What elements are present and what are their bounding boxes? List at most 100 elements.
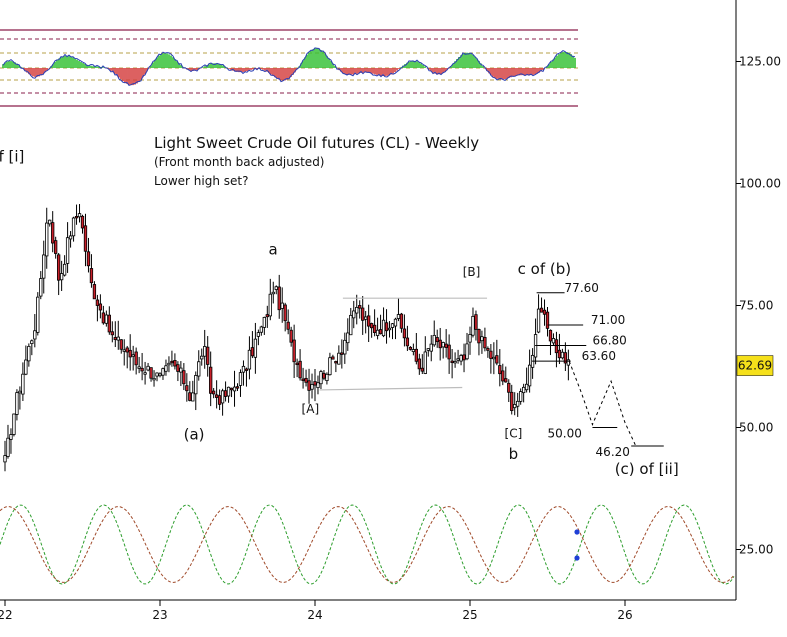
candle [247,336,252,380]
candle [522,383,526,403]
wave-label: b [509,445,519,463]
candle-body [536,308,541,333]
x-tick-label: 26 [617,608,632,622]
candle-body [6,437,10,457]
candle [548,329,553,356]
candle-body [444,343,448,348]
candle-body [48,219,52,225]
candle-body [548,329,553,342]
candle-body [375,329,380,336]
panel-layer [0,29,578,107]
candle-body [516,400,520,407]
cycle-marker [574,555,580,561]
candle-body [554,339,559,354]
candle-body [256,332,261,337]
candle-body [68,235,73,240]
candle-body [42,254,46,279]
candle-body [390,323,395,328]
candle [319,369,323,390]
wave-label: [B] [463,265,481,279]
candle-body [450,360,454,363]
candle-body [304,377,308,383]
candle [533,318,538,365]
candle-body [104,314,108,324]
candle-body [498,365,502,375]
candle [352,300,356,329]
candle-body [3,455,7,463]
candle [48,219,52,227]
candle-body [325,373,329,382]
candle-body [468,334,472,343]
candle [134,347,138,375]
candle [158,372,162,378]
candle-body [59,273,64,281]
candle-body [277,286,281,311]
cycle-wave [0,506,735,583]
candle [289,326,293,347]
candle [238,369,243,397]
candle [223,381,228,402]
candle-body [322,372,326,379]
candle [71,216,76,242]
candle-body [358,305,362,309]
candle [179,361,183,387]
candle [140,352,144,381]
candle [283,302,287,332]
candle-body [125,347,129,353]
candle [444,329,448,358]
candle-body [15,392,19,415]
candle-body [283,304,287,322]
candle [262,316,266,335]
candle [188,381,192,402]
candle [65,222,70,273]
candle [107,306,111,335]
candle [197,350,201,381]
candle [361,296,365,335]
candle-body [545,311,550,329]
last-price-label: 62.69 [738,359,772,373]
wave-label: a [269,240,278,258]
candle [501,363,505,386]
candle-body [369,323,374,329]
candle-body [334,361,338,364]
candle [387,321,392,338]
y-tick-label: 75.00 [739,299,773,313]
candle [393,317,398,340]
level-label: 71.00 [591,313,625,327]
candle [447,334,451,374]
candle [131,345,135,371]
candle [429,335,433,362]
candle [471,307,475,338]
candle [30,339,34,356]
candle-body [402,328,407,339]
candle-body [524,383,529,391]
candle [15,389,19,421]
candle [244,367,249,387]
candle [307,368,311,404]
candle-body [36,296,40,333]
candle-body [110,331,114,336]
x-tick-label: 24 [307,608,322,622]
candle-body [384,322,389,332]
candle-body [471,315,475,336]
candle [164,359,168,376]
candle [86,237,91,273]
candle-body [396,314,401,319]
candle-body [438,339,442,349]
candle-body [367,315,371,327]
candle [331,354,335,360]
candle-body [489,350,493,359]
candle [402,314,407,347]
candle-body [486,348,490,351]
candle-body [122,349,126,352]
candle [95,294,100,322]
candle [369,322,374,338]
candle-body [459,355,463,362]
candle [340,339,344,369]
candle [209,351,213,407]
candle [355,294,359,325]
candle-body [113,337,117,340]
candle [438,327,442,361]
candle [298,349,302,381]
candle-body [24,359,28,375]
